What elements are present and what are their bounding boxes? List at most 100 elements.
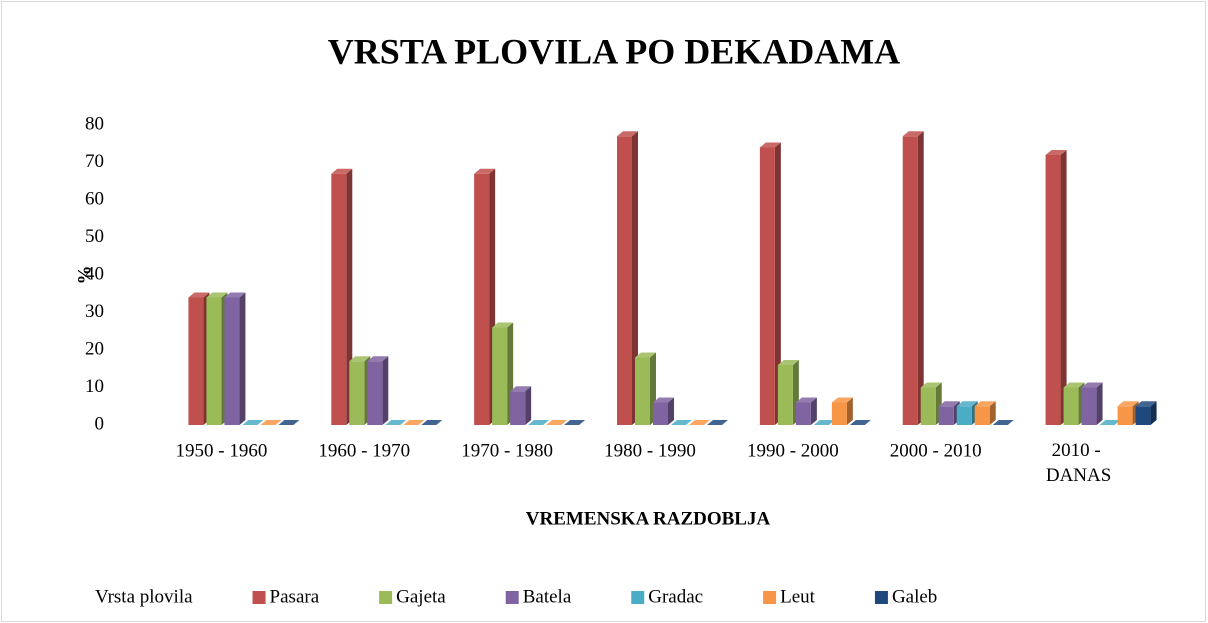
bar [474,173,490,425]
bar-top [974,401,996,407]
bar-top [528,420,550,425]
bar [1081,387,1097,425]
bar-top [1045,150,1067,155]
bar-top [403,420,425,425]
legend-label: Batela [523,586,572,607]
y-tick-label: 40 [85,263,104,284]
bar-top [617,131,638,137]
bar-top [653,397,674,403]
bar-side [1150,401,1157,425]
bar-top [938,401,960,407]
bar-top [474,168,496,174]
legend-swatch [763,591,777,604]
x-tick-label: 2010 - DANAS [1046,440,1111,486]
bar [1135,406,1151,425]
bar [956,406,972,425]
bar-top [367,356,389,362]
y-axis-label: % [74,266,95,285]
bar [1117,406,1133,425]
bar-side [632,131,638,425]
bar [902,136,918,425]
bar-top [492,322,514,328]
bar [795,402,811,425]
y-tick-label: 30 [85,301,104,322]
bar-top [777,360,799,365]
bar [653,402,668,425]
bar-top [510,386,532,392]
legend-swatch [252,591,266,604]
bar [617,136,632,425]
bar [759,147,775,425]
legend-swatch [379,591,393,604]
bar-top [759,142,781,148]
bar [920,387,936,425]
x-tick-label: 1990 - 2000 [747,440,839,461]
bar [224,297,240,425]
bar-top [635,352,656,358]
bar [777,365,793,425]
x-tick-label-line: 2010 - [1052,440,1106,461]
bar-top [188,292,210,298]
bar [331,173,347,425]
y-tick-label: 0 [95,413,105,434]
bar [831,402,847,425]
bar-top [831,397,853,403]
bar-top [920,382,942,388]
bar [188,297,204,425]
legend-label: Pasara [270,586,320,607]
bar-top [1117,401,1139,407]
bar [1063,387,1079,425]
bar-top [902,131,924,137]
bar-top [331,168,353,174]
bar-top [546,420,568,425]
bar [492,327,508,425]
bar-side [846,397,853,425]
bar-top [224,292,246,298]
bar-top [385,420,407,425]
bar-top [849,420,871,425]
bar-top [813,420,835,425]
bar-side [810,397,817,425]
bar-top [1081,382,1103,388]
bar-top [956,401,978,407]
bar-side [239,292,246,425]
bar-side [917,131,924,425]
bar [635,357,650,425]
bar-side [525,386,532,425]
bar-top [689,420,710,425]
bar-top [707,420,728,425]
bar [349,361,365,425]
legend-swatch [505,591,519,604]
bar-side [1096,382,1103,425]
bar-top [206,292,228,298]
bar-top [1063,382,1085,388]
y-tick-label: 60 [85,188,104,209]
x-tick-label: 1980 - 1990 [604,440,696,461]
x-tick-label: 2000 - 2010 [890,440,982,461]
bar-top [1135,401,1157,407]
bar [510,391,526,425]
legend-label: Gradac [648,586,703,607]
bar [974,406,990,425]
bar-top [278,420,300,425]
bar-top [242,420,264,425]
y-tick-label: 10 [85,376,104,397]
legend-label: Leut [780,586,816,607]
bar-top [992,420,1014,425]
bar-top [421,420,443,425]
x-tick-label-line: DANAS [1046,465,1111,486]
chart-title: VRSTA PLOVILA PO DEKADAMA [328,31,900,71]
legend-label: Galeb [892,586,937,607]
legend-swatch [631,591,645,604]
legend-title: Vrsta plovila [95,586,193,607]
bar-side [382,356,389,425]
y-tick-label: 20 [85,338,104,359]
y-tick-label: 80 [85,113,104,134]
bar-side [668,397,674,425]
bar-top [1099,420,1121,425]
bar-top [795,397,817,403]
x-tick-label: 1960 - 1970 [318,440,410,461]
bar [367,361,383,425]
bar [1045,155,1061,425]
